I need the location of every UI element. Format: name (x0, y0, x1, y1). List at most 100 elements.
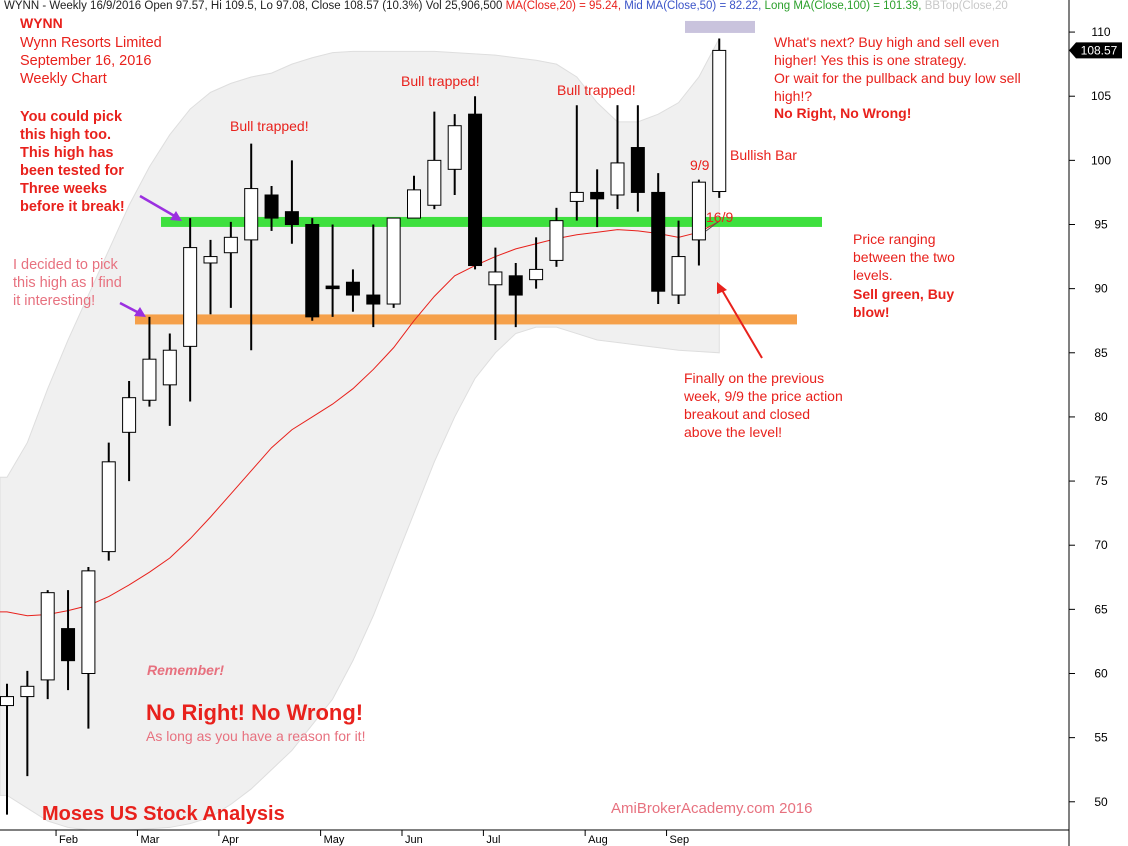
month-label: May (324, 834, 345, 846)
candle-body (549, 220, 564, 261)
candle (590, 169, 605, 228)
no-right-note: No Right, No Wrong! (774, 105, 912, 121)
candle (81, 567, 96, 729)
chart-date: September 16, 2016 (20, 53, 152, 69)
candle (142, 316, 157, 407)
last-price-label: 108.57 (1081, 43, 1118, 57)
candle-body (468, 113, 483, 267)
candle (203, 239, 218, 315)
price-tick-label: 110 (1091, 25, 1110, 39)
candle (183, 218, 198, 402)
candle-body (691, 181, 706, 241)
price-tick-label: 70 (1094, 538, 1108, 552)
candle (630, 105, 645, 212)
candle-body (264, 194, 279, 219)
candle (427, 111, 442, 210)
month-label: Sep (670, 834, 690, 846)
candle-body (386, 217, 401, 305)
candle (244, 143, 259, 351)
candle (61, 590, 76, 691)
candle-body (427, 159, 442, 206)
candle (488, 247, 503, 340)
candle-body (244, 188, 259, 241)
candle (305, 218, 320, 321)
month-label: Aug (588, 834, 608, 846)
sell-green-note: Sell green, Buy blow! (853, 286, 955, 320)
decided-note: I decided to pick this high as I find it… (13, 257, 122, 309)
price-tick-label: 100 (1091, 153, 1111, 167)
candle-body (345, 281, 360, 296)
candle-body (508, 275, 523, 296)
candle (671, 220, 686, 305)
candle (447, 114, 462, 195)
candle (101, 442, 116, 561)
label-16-9: 16/9 (706, 209, 734, 225)
label-169-pointer (705, 221, 719, 232)
candle (223, 221, 238, 308)
price-tick-label: 105 (1091, 89, 1111, 103)
candle-body (0, 696, 14, 707)
price-tick-label: 95 (1094, 217, 1108, 231)
candle-body (447, 125, 462, 170)
candle (407, 175, 421, 219)
candle (20, 670, 35, 777)
candle (508, 262, 523, 328)
red-arrow (721, 289, 763, 359)
candle (691, 179, 706, 266)
remember-note: Remember! (147, 662, 225, 678)
ticker-title: WYNN (20, 15, 63, 31)
candle-body (488, 271, 503, 286)
ma20-label: MA(Close,20) = 95.24, (505, 0, 622, 12)
chart-period: Weekly Chart (20, 71, 107, 87)
ma50-label: Mid MA(Close,50) = 82.22, (624, 0, 762, 12)
candle (284, 160, 299, 244)
month-label: Feb (59, 834, 78, 846)
candle-body (305, 223, 320, 318)
symbol-line: WYNN - Weekly 16/9/2016 Open 97.57, Hi 1… (4, 0, 503, 12)
support-resistance-levels (135, 20, 822, 325)
candle-body (162, 349, 177, 386)
no-right-big: No Right! No Wrong! (146, 700, 364, 725)
candle-body (142, 358, 157, 401)
finally-note: Finally on the previous week, 9/9 the pr… (684, 370, 843, 440)
red-arrowhead (717, 282, 727, 294)
price-tick-label: 75 (1094, 474, 1108, 488)
candle (610, 105, 625, 210)
candle-body (630, 147, 645, 193)
candle-body (61, 628, 76, 662)
price-tick-label: 80 (1094, 410, 1108, 424)
last-price-marker (1069, 42, 1122, 59)
candle (162, 333, 177, 426)
candle-body (203, 256, 218, 264)
ranging-note: Price ranging between the two levels. (853, 231, 955, 283)
annotation-arrows (119, 194, 763, 359)
ma100-label: Long MA(Close,100) = 101.39, (764, 0, 922, 12)
time-axis: Feb Mar Apr May Jun Jul Aug Sep (0, 829, 1069, 846)
candle-body (223, 236, 238, 254)
candle-body (183, 247, 198, 347)
price-tick-label: 85 (1094, 346, 1108, 360)
candle-body (284, 211, 299, 225)
purple-arrow-1 (139, 194, 179, 220)
month-label: Apr (222, 834, 239, 846)
candle (0, 683, 14, 815)
candle-body (20, 685, 35, 698)
candle-body (610, 162, 625, 196)
candle-body (101, 461, 116, 553)
header-line: WYNN - Weekly 16/9/2016 Open 97.57, Hi 1… (4, 0, 1008, 12)
price-highlight-box (685, 20, 755, 33)
ma20-line (0, 220, 720, 617)
whats-next-note: What's next? Buy high and sell even high… (774, 34, 1021, 104)
candle-body (407, 189, 421, 219)
moses-brand: Moses US Stock Analysis (42, 803, 285, 825)
candle (122, 381, 137, 482)
bull-trapped-1: Bull trapped! (230, 118, 309, 134)
bullish-bar-label: Bullish Bar (730, 147, 797, 163)
candle (549, 207, 564, 267)
price-tick-label: 60 (1094, 666, 1108, 680)
price-axis: 50 55 60 65 70 75 80 85 90 95 100 105 110 108.57 (1068, 0, 1122, 846)
candle (366, 224, 381, 328)
company-name: Wynn Resorts Limited (20, 35, 162, 51)
candle (529, 237, 544, 289)
